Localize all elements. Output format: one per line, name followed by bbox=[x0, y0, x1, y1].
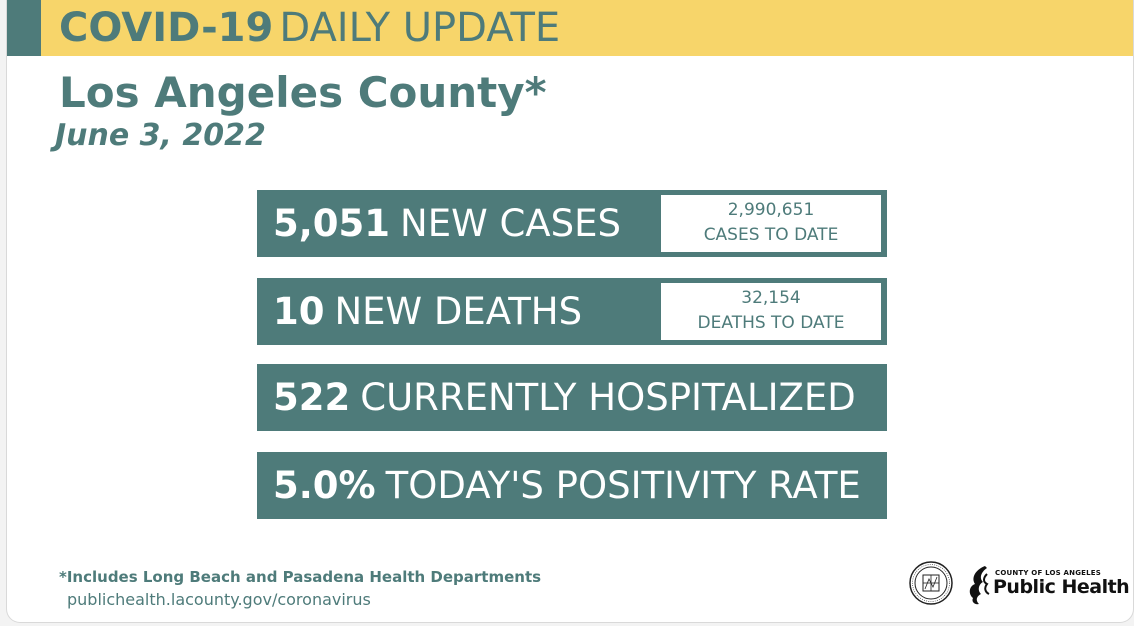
public-health-logo-icon bbox=[969, 566, 990, 605]
stat-label: TODAY'S POSITIVITY RATE bbox=[385, 464, 861, 507]
county-title: Los Angeles County* bbox=[59, 68, 547, 117]
stat-text: 5.0% TODAY'S POSITIVITY RATE bbox=[273, 452, 861, 519]
banner-title-light: DAILY UPDATE bbox=[279, 5, 561, 51]
banner-title: COVID-19 DAILY UPDATE bbox=[59, 3, 560, 53]
to-date-value: 2,990,651 bbox=[727, 200, 815, 220]
stat-label: NEW CASES bbox=[400, 202, 621, 245]
stat-positivity-rate: 5.0% TODAY'S POSITIVITY RATE bbox=[257, 452, 887, 519]
stat-value: 5.0% bbox=[273, 464, 376, 507]
cases-to-date-box: 2,990,651 CASES TO DATE bbox=[661, 195, 881, 252]
stat-value: 10 bbox=[273, 290, 325, 333]
to-date-label: CASES TO DATE bbox=[703, 225, 839, 245]
deaths-to-date-box: 32,154 DEATHS TO DATE bbox=[661, 283, 881, 340]
stat-currently-hospitalized: 522 CURRENTLY HOSPITALIZED bbox=[257, 364, 887, 431]
banner-title-bold: COVID-19 bbox=[59, 5, 274, 51]
stat-value: 5,051 bbox=[273, 202, 391, 245]
county-seal-icon bbox=[909, 561, 953, 605]
report-date: June 3, 2022 bbox=[55, 118, 266, 153]
public-health-logo: COUNTY OF LOS ANGELES Public Health bbox=[965, 560, 1130, 608]
stat-new-cases: 5,051 NEW CASES 2,990,651 CASES TO DATE bbox=[257, 190, 887, 257]
stat-new-deaths: 10 NEW DEATHS 32,154 DEATHS TO DATE bbox=[257, 278, 887, 345]
daily-update-card: COVID-19 DAILY UPDATE Los Angeles County*… bbox=[6, 0, 1134, 623]
website-link[interactable]: publichealth.lacounty.gov/coronavirus bbox=[67, 590, 371, 609]
banner-accent-bar bbox=[7, 0, 41, 56]
logo-small-text: COUNTY OF LOS ANGELES bbox=[995, 569, 1102, 577]
stat-label: NEW DEATHS bbox=[334, 290, 583, 333]
stat-text: 522 CURRENTLY HOSPITALIZED bbox=[273, 364, 856, 431]
stat-text: 5,051 NEW CASES bbox=[273, 190, 621, 257]
header-banner: COVID-19 DAILY UPDATE bbox=[7, 0, 1133, 56]
footnote: *Includes Long Beach and Pasadena Health… bbox=[59, 568, 542, 586]
stat-label: CURRENTLY HOSPITALIZED bbox=[360, 376, 856, 419]
stat-value: 522 bbox=[273, 376, 351, 419]
to-date-value: 32,154 bbox=[741, 288, 801, 308]
stat-text: 10 NEW DEATHS bbox=[273, 278, 582, 345]
logo-big-text: Public Health bbox=[993, 576, 1130, 598]
to-date-label: DEATHS TO DATE bbox=[697, 313, 845, 333]
